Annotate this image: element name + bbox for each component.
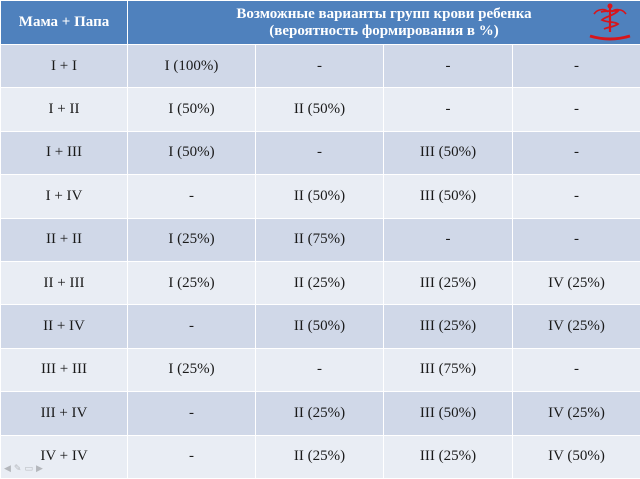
group-ii-cell: II (50%) <box>255 304 384 349</box>
group-iv-cell: - <box>511 174 640 219</box>
parents-cell: I + IV <box>0 174 128 219</box>
group-iii-cell: III (75%) <box>383 347 513 393</box>
pen-icon[interactable]: ✎ <box>13 464 22 474</box>
group-iii-cell: III (50%) <box>383 130 513 176</box>
header-row: Мама + Папа Возможные варианты групп кро… <box>0 0 640 45</box>
group-ii-cell: II (25%) <box>255 434 384 479</box>
table-row: I + II I (50%) II (50%) - - <box>0 87 640 132</box>
group-iii-cell: III (50%) <box>383 174 513 219</box>
group-iii-cell: - <box>383 217 513 262</box>
group-iv-cell: - <box>511 347 640 393</box>
parents-cell: I + I <box>0 43 128 89</box>
group-ii-cell: - <box>255 347 384 393</box>
table-row: III + III I (25%) - III (75%) - <box>0 347 640 393</box>
next-slide-icon[interactable]: ▶ <box>35 464 43 474</box>
options-header-line1: Возможные варианты групп крови ребенка <box>236 5 532 22</box>
group-iii-cell: III (25%) <box>383 434 513 479</box>
group-ii-cell: II (50%) <box>255 87 384 132</box>
group-iv-cell: IV (25%) <box>511 391 640 436</box>
group-iii-cell: - <box>383 43 513 89</box>
group-ii-cell: - <box>255 130 384 176</box>
parents-cell: IV + IV <box>0 434 128 479</box>
table-row: IV + IV - II (25%) III (25%) IV (50%) <box>0 434 640 479</box>
parents-header: Мама + Папа <box>0 0 128 45</box>
group-iv-cell: - <box>511 87 640 132</box>
parents-cell: I + III <box>0 130 128 176</box>
group-i-cell: I (50%) <box>127 130 256 176</box>
group-i-cell: I (100%) <box>127 43 256 89</box>
group-i-cell: I (25%) <box>127 260 256 306</box>
biology-logo <box>589 3 631 41</box>
group-i-cell: - <box>127 434 256 479</box>
group-i-cell: - <box>127 174 256 219</box>
slide-controls: ◀ ✎ ▭ ▶ <box>4 464 43 474</box>
parents-cell: III + III <box>0 347 128 393</box>
table-row: I + III I (50%) - III (50%) - <box>0 130 640 176</box>
table-row: II + III I (25%) II (25%) III (25%) IV (25%) <box>0 260 640 306</box>
group-i-cell: I (25%) <box>127 347 256 393</box>
group-iii-cell: - <box>383 87 513 132</box>
group-iii-cell: III (25%) <box>383 304 513 349</box>
prev-slide-icon[interactable]: ◀ <box>4 464 11 474</box>
parents-cell: III + IV <box>0 391 128 436</box>
group-iii-cell: III (25%) <box>383 260 513 306</box>
group-i-cell: I (25%) <box>127 217 256 262</box>
parents-cell: II + II <box>0 217 128 262</box>
group-ii-cell: II (75%) <box>255 217 384 262</box>
group-ii-cell: II (50%) <box>255 174 384 219</box>
parents-cell: II + IV <box>0 304 128 349</box>
menu-icon[interactable]: ▭ <box>24 464 33 474</box>
group-iv-cell: - <box>511 130 640 176</box>
group-iv-cell: - <box>511 43 640 89</box>
group-ii-cell: II (25%) <box>255 391 384 436</box>
group-iv-cell: IV (50%) <box>511 434 640 479</box>
parents-cell: I + II <box>0 87 128 132</box>
group-iv-cell: - <box>511 217 640 262</box>
table-row: II + II I (25%) II (75%) - - <box>0 217 640 262</box>
group-iv-cell: IV (25%) <box>511 304 640 349</box>
group-ii-cell: - <box>255 43 384 89</box>
table-row: II + IV - II (50%) III (25%) IV (25%) <box>0 304 640 349</box>
parents-cell: II + III <box>0 260 128 306</box>
table-row: III + IV - II (25%) III (50%) IV (25%) <box>0 391 640 436</box>
table-row: I + IV - II (50%) III (50%) - <box>0 174 640 219</box>
options-header-line2: (вероятность формирования в %) <box>269 22 499 39</box>
group-ii-cell: II (25%) <box>255 260 384 306</box>
group-i-cell: - <box>127 304 256 349</box>
group-i-cell: - <box>127 391 256 436</box>
group-iv-cell: IV (25%) <box>511 260 640 306</box>
group-iii-cell: III (50%) <box>383 391 513 436</box>
options-header: Возможные варианты групп крови ребенка (… <box>126 0 640 45</box>
group-i-cell: I (50%) <box>127 87 256 132</box>
